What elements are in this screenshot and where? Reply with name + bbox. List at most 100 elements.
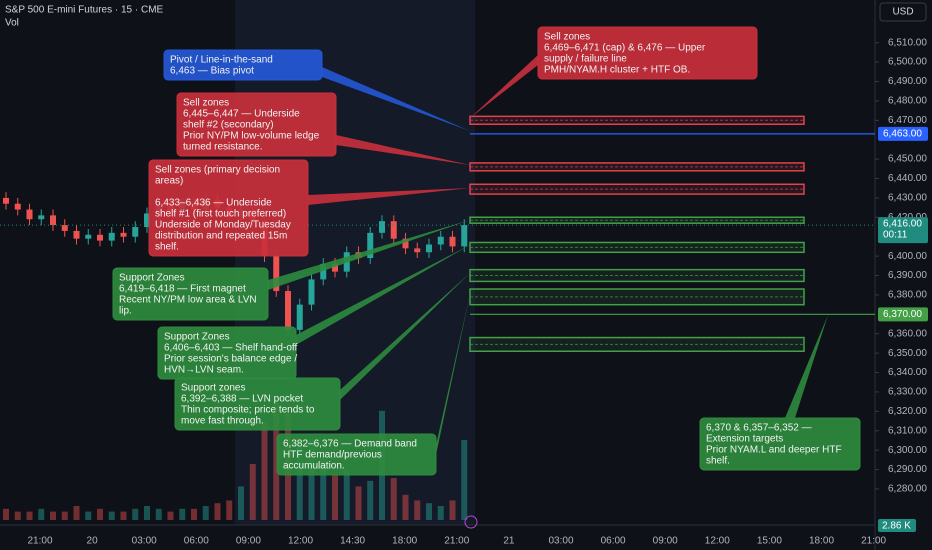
x-tick-label: 03:00	[132, 536, 157, 547]
x-tick-label: 21:00	[861, 536, 886, 547]
volume-bar	[343, 469, 350, 520]
volume-bar	[296, 447, 303, 520]
countdown: 00:11	[883, 230, 908, 241]
candle-body	[144, 213, 150, 228]
volume-bar	[73, 506, 80, 520]
currency[interactable]: USD	[892, 7, 913, 18]
candle-body	[26, 209, 33, 220]
annotation-text: supply / failure line	[544, 54, 627, 65]
annotation-text: Prior NYAM.L and deeper HTF	[706, 445, 842, 456]
candle-body	[3, 197, 9, 204]
volume-tag-label: 2.86 K	[882, 521, 911, 532]
annotation-text: accumulation.	[283, 461, 345, 472]
volume-bar	[85, 511, 92, 520]
annotation-text: 6,463 — Bias pivot	[170, 66, 254, 77]
x-tick-label: 21:00	[27, 536, 52, 547]
candle-body	[50, 215, 56, 226]
volume-bar	[308, 438, 315, 520]
x-tick-label: 09:00	[653, 536, 678, 547]
x-tick-label: 06:00	[601, 536, 626, 547]
annotation-text: distribution and repeated 15m	[155, 231, 287, 242]
symbol-title: S&P 500 E-mini Futures · 15 · CME	[5, 5, 164, 16]
y-tick-label: 6,360.00	[888, 328, 927, 339]
annotation-text: Sell zones	[183, 98, 229, 109]
annotation-box	[148, 159, 309, 257]
candle-body	[108, 232, 115, 241]
candle-body	[402, 238, 409, 249]
annotation-text: Prior session's balance edge /	[164, 354, 297, 365]
candle-body	[426, 244, 432, 253]
annotation-box	[176, 92, 337, 157]
volume-bar	[3, 508, 9, 520]
candle-body	[85, 234, 92, 239]
volume-bar	[26, 511, 33, 520]
volume-bar	[426, 503, 432, 520]
annotation-connector	[436, 294, 470, 455]
y-tick-label: 6,430.00	[888, 193, 927, 204]
annotation-text: HTF demand/previous	[283, 450, 382, 461]
volume-bar	[132, 508, 139, 520]
volume-bar	[414, 500, 421, 520]
volume-bar	[191, 508, 197, 520]
annotation-connector	[322, 67, 470, 131]
volume-label: Vol	[5, 18, 19, 29]
y-tick-label: 6,470.00	[888, 115, 927, 126]
y-tick-label: 6,290.00	[888, 464, 927, 475]
annotation-text: 6,445–6,447 — Underside	[183, 109, 300, 120]
volume-bar	[14, 511, 21, 520]
candle-body	[379, 221, 385, 233]
y-tick-label: 6,300.00	[888, 445, 927, 456]
candle-body	[367, 232, 374, 259]
volume-bar	[449, 500, 456, 520]
annotation-text: Extension targets	[706, 434, 783, 445]
annotation-box	[276, 433, 437, 476]
candle-body	[296, 304, 303, 330]
price-tag-label: 6,463.00	[883, 129, 922, 140]
annotation-box	[699, 417, 861, 471]
y-tick-label: 6,490.00	[888, 76, 927, 87]
currency-button[interactable]	[879, 2, 927, 22]
x-tick-label: 12:00	[705, 536, 730, 547]
x-tick-label: 18:00	[809, 536, 834, 547]
volume-bar	[38, 508, 45, 520]
annotation-text: lip.	[119, 306, 132, 317]
annotation-text: Thin composite; price tends to	[181, 405, 315, 416]
volume-tag	[878, 519, 916, 532]
annotation-text: shelf #1 (first touch preferred)	[155, 209, 286, 220]
volume-bar	[167, 511, 174, 520]
y-tick-label: 6,330.00	[888, 387, 927, 398]
y-tick-label: 6,340.00	[888, 367, 927, 378]
annotation-text: shelf.	[706, 456, 730, 467]
annotation-text: Support Zones	[119, 273, 185, 284]
annotation-text: Support zones	[181, 383, 246, 394]
volume-bar	[390, 478, 397, 520]
candle-body	[437, 236, 444, 245]
volume-bar	[155, 508, 162, 520]
annotation-connector	[340, 273, 470, 400]
x-tick-label: 14:30	[340, 536, 365, 547]
candle-body	[14, 203, 21, 210]
y-tick-label: 6,510.00	[888, 37, 927, 48]
annotation-text: Pivot / Line-in-the-sand	[170, 55, 273, 66]
volume-bar	[461, 439, 468, 520]
volume-bar	[320, 458, 327, 520]
candle-body	[97, 234, 103, 241]
volume-bar	[120, 511, 127, 520]
volume-bar	[50, 511, 56, 520]
annotation-text: 6,392–6,388 — LVN pocket	[181, 394, 303, 405]
volume-bar	[332, 475, 338, 520]
x-tick-label: 20	[87, 536, 99, 547]
candle-body	[120, 232, 127, 237]
annotation-text: Underside of Monday/Tuesday	[155, 220, 291, 231]
volume-bar	[61, 511, 68, 520]
price-tag	[878, 307, 928, 322]
volume-bar	[214, 503, 221, 520]
candle-body	[285, 291, 291, 330]
annotation-connector	[470, 55, 538, 118]
annotation-box	[174, 377, 341, 431]
volume-bar	[249, 464, 256, 520]
volume-bar	[179, 508, 186, 520]
x-tick-label: 18:00	[392, 536, 417, 547]
annotation-text: Sell zones (primary decision	[155, 165, 280, 176]
x-tick-label: 21	[503, 536, 515, 547]
